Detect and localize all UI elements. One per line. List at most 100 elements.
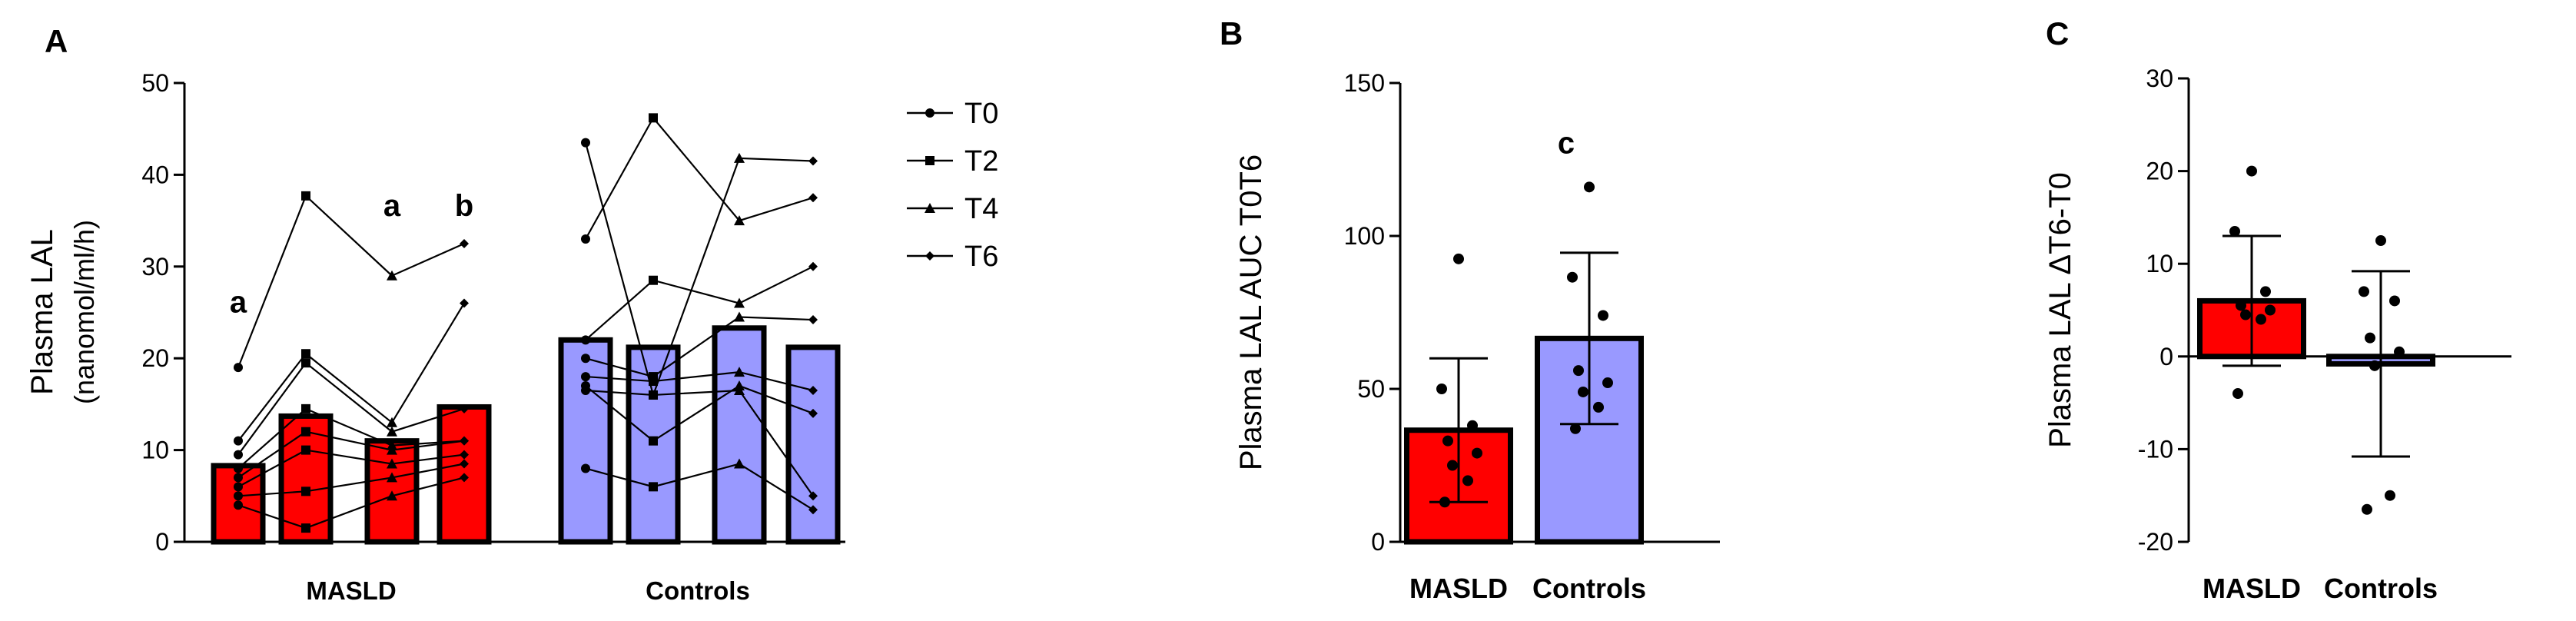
subject-point-controls-t0 [581,354,590,364]
subject-point-controls-t6 [808,491,818,501]
subject-point-masld-t0 [234,491,243,501]
data-point-masld [1462,475,1473,487]
subject-point-masld-t4 [387,490,397,501]
panel-c-y-tick-label: 0 [2159,343,2173,370]
subject-point-controls-t2 [649,436,658,446]
panel-c-y-tick-label: 10 [2146,250,2173,277]
y-axis-title-line1: Plasma LAL [25,229,59,395]
data-point-controls [2394,346,2405,357]
subject-point-controls-t6 [808,156,818,166]
subject-line-controls-7 [585,389,814,496]
panel-c-y-tick-label: -10 [2138,435,2173,463]
subject-point-controls-t2 [649,113,658,123]
subject-point-masld-t4 [387,472,397,483]
data-point-masld [1436,384,1447,394]
data-point-masld [1453,253,1464,264]
panel-c-y-tick-label: 20 [2146,158,2173,185]
x-label-masld: MASLD [1409,573,1508,604]
data-point-masld [2240,309,2251,320]
subject-point-masld-t2 [301,427,310,437]
data-point-controls [1593,401,1604,413]
data-point-masld [2229,225,2240,237]
significance-annotation: a [383,189,401,223]
panel-c-y-tick-label: 30 [2146,65,2173,92]
x-label-controls: Controls [646,576,750,605]
data-point-controls [2365,332,2375,344]
x-label-controls: Controls [2324,573,2438,604]
data-point-masld [2232,388,2243,400]
subject-line-controls-8 [585,463,814,511]
data-point-masld [1472,447,1482,459]
data-point-masld [1439,496,1450,508]
subject-point-masld-t6 [460,459,469,469]
subject-point-masld-t4 [387,444,397,455]
x-label-masld: MASLD [2203,573,2301,604]
subject-point-masld-t6 [460,436,469,446]
subject-line-masld-4 [237,407,465,470]
subject-line-controls-5 [585,370,814,392]
subject-point-masld-t2 [301,349,310,359]
data-point-controls [1578,386,1588,397]
panel-a-y-tick-label: 30 [141,253,169,281]
panel-b-y-tick-label: 50 [1357,375,1385,403]
panel-b-y-tick-label: 0 [1371,528,1385,556]
subject-point-controls-t4 [734,367,745,377]
panel-a-y-tick-label: 10 [141,437,169,464]
data-point-controls [1598,310,1608,321]
subject-point-controls-t0 [581,335,590,345]
panel-a-y-tick-label: 50 [141,69,169,97]
bar-masld-t2 [278,413,334,545]
panel-letter-c: C [2046,15,2069,51]
data-point-controls [2359,286,2369,297]
subject-point-masld-t2 [301,487,310,496]
data-point-controls [1567,271,1578,283]
panel-b: 0 50 100 150 MASLD Controls Plasma LAL AUC T0T… [1234,69,1720,604]
panel-letter-a: A [45,23,68,59]
subject-point-masld-t2 [301,191,310,201]
subject-point-controls-t2 [649,377,658,387]
subject-line-masld-3 [237,361,465,456]
subject-point-controls-t2 [649,482,658,492]
subject-line-masld-1 [237,194,465,368]
subject-point-controls-t2 [649,390,658,400]
subject-point-controls-t6 [808,261,818,271]
legend-label-t0: T0 [964,98,998,130]
subject-point-controls-t0 [581,385,590,395]
data-point-masld [2246,165,2257,177]
subject-point-masld-t2 [301,445,310,455]
panel-c-y-axis-title: Plasma LAL ΔT6-T0 [2043,172,2077,448]
panel-c-y-tick-label: -20 [2138,528,2173,556]
panel-a-y-tick-label: 0 [155,528,169,556]
subject-point-controls-t4 [734,311,745,322]
subject-point-controls-t4 [734,297,745,308]
subject-point-masld-t6 [460,473,469,483]
y-axis-title-line2: (nanomol/ml/h) [68,220,100,404]
subject-point-controls-t6 [808,505,818,515]
subject-line-masld-2 [237,302,465,442]
data-point-controls [1573,365,1584,377]
subject-point-controls-t2 [649,275,658,285]
data-point-controls [1584,181,1595,193]
subject-line-masld-8 [237,477,465,530]
subject-point-controls-t4 [734,152,745,163]
subject-point-masld-t6 [460,238,469,248]
subject-point-masld-t0 [234,500,243,510]
legend-label-t4: T4 [964,193,998,225]
subject-point-masld-t4 [387,417,397,427]
subject-point-masld-t2 [301,358,310,368]
legend-marker-t2 [925,156,934,165]
subject-point-masld-t0 [234,363,243,373]
significance-annotation: a [230,286,247,320]
significance-annotation: b [455,189,473,223]
subject-point-masld-t6 [460,403,469,413]
significance-annotation: c [1558,127,1575,161]
panel-b-y-axis-title: Plasma LAL AUC T0T6 [1234,154,1268,470]
subject-point-masld-t6 [460,450,469,460]
subject-point-controls-t4 [734,215,745,226]
subject-point-masld-t2 [301,523,310,533]
subject-point-controls-t0 [581,463,590,473]
data-point-masld [2265,304,2276,316]
legend-label-t2: T2 [964,145,998,178]
data-point-masld [1467,420,1478,431]
subject-line-masld-5 [237,430,465,479]
